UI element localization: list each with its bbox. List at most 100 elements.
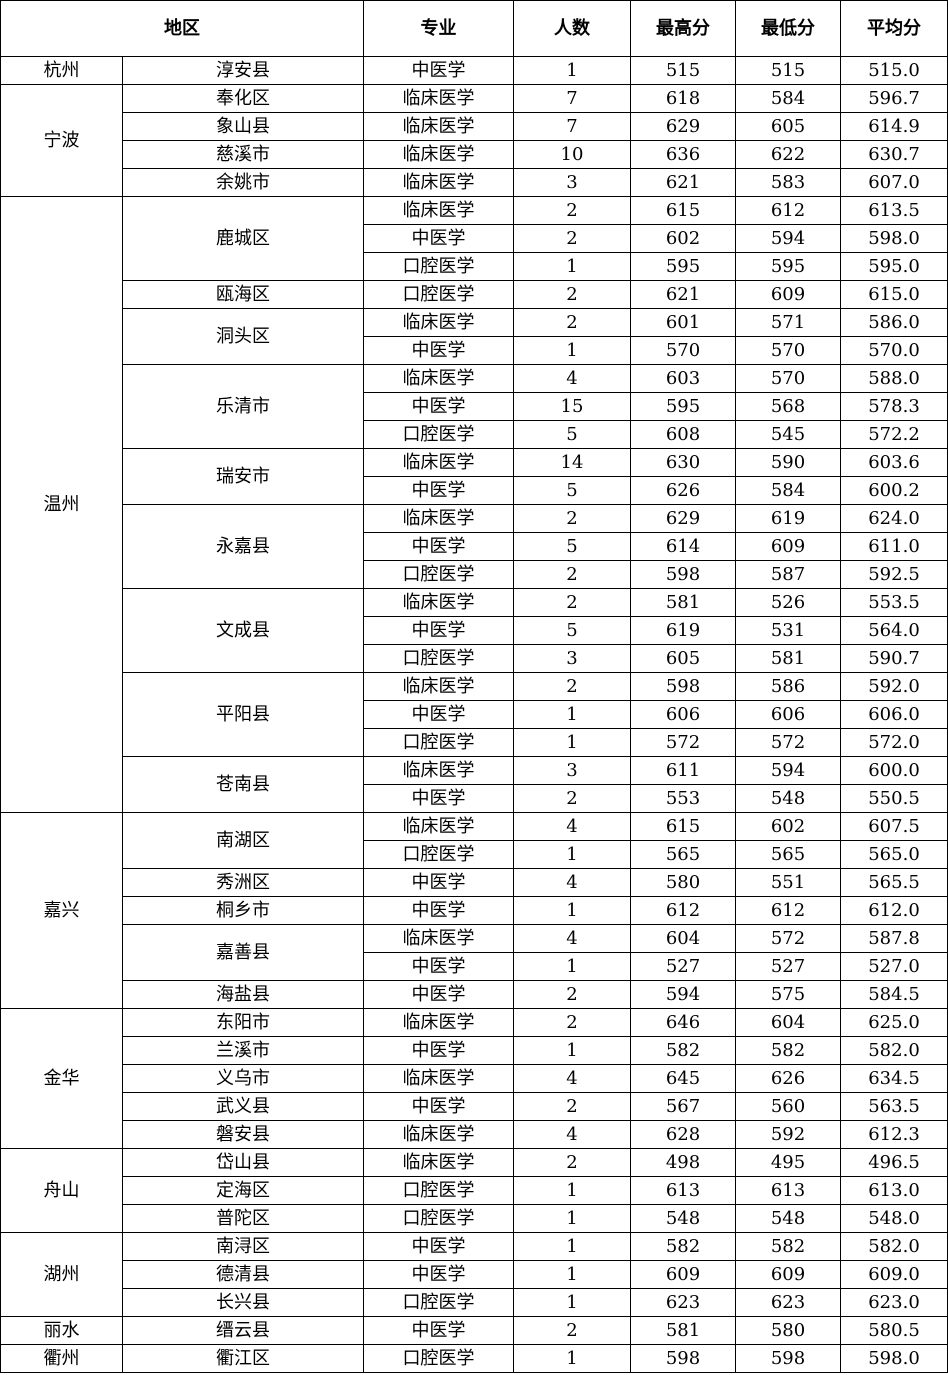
max-score-cell: 572	[630, 728, 736, 757]
max-score-cell: 629	[630, 504, 736, 533]
count-cell: 4	[513, 924, 631, 953]
avg-score-cell: 598.0	[840, 224, 948, 253]
min-score-cell: 560	[735, 1092, 841, 1121]
table-row: 衢州 衢江区 口腔医学 1 598 598 598.0	[0, 1344, 948, 1373]
min-score-cell: 590	[735, 448, 841, 477]
count-cell: 5	[513, 616, 631, 645]
count-cell: 2	[513, 1148, 631, 1177]
avg-score-cell: 630.7	[840, 140, 948, 169]
count-cell: 2	[513, 280, 631, 309]
min-score-cell: 548	[735, 784, 841, 813]
avg-score-cell: 572.0	[840, 728, 948, 757]
table-row: 中医学 5 614 609 611.0	[1, 532, 948, 561]
district-cell: 鹿城区	[122, 196, 364, 281]
count-cell: 5	[513, 420, 631, 449]
table-row: 海盐县 中医学 2 594 575 584.5	[1, 980, 948, 1009]
count-cell: 1	[513, 896, 631, 925]
min-score-cell: 572	[735, 728, 841, 757]
district-cell: 岱山县	[122, 1148, 364, 1177]
max-score-cell: 595	[630, 392, 736, 421]
max-score-cell: 609	[630, 1260, 736, 1289]
major-cell: 口腔医学	[363, 280, 514, 309]
header-region: 地区	[0, 0, 364, 57]
major-cell: 中医学	[363, 952, 514, 981]
major-cell: 临床医学	[363, 364, 514, 393]
min-score-cell: 602	[735, 812, 841, 841]
major-cell: 中医学	[363, 1036, 514, 1065]
avg-score-cell: 582.0	[840, 1036, 948, 1065]
max-score-cell: 621	[630, 168, 736, 197]
max-score-cell: 581	[630, 588, 736, 617]
avg-score-cell: 587.8	[840, 924, 948, 953]
count-cell: 1	[513, 56, 631, 85]
min-score-cell: 622	[735, 140, 841, 169]
max-score-cell: 636	[630, 140, 736, 169]
count-cell: 10	[513, 140, 631, 169]
header-row: 地区 专业 人数 最高分 最低分 平均分	[0, 0, 948, 57]
count-cell: 2	[513, 504, 631, 533]
count-cell: 3	[513, 168, 631, 197]
major-cell: 临床医学	[363, 84, 514, 113]
min-score-cell: 609	[735, 1260, 841, 1289]
district-cell: 文成县	[122, 588, 364, 673]
table-row: 乐清市 临床医学 4 603 570 588.0	[1, 364, 948, 449]
avg-score-cell: 609.0	[840, 1260, 948, 1289]
min-score-cell: 568	[735, 392, 841, 421]
min-score-cell: 582	[735, 1232, 841, 1261]
min-score-cell: 580	[735, 1316, 841, 1345]
major-cell: 中医学	[363, 896, 514, 925]
avg-score-cell: 578.3	[840, 392, 948, 421]
major-cell: 口腔医学	[363, 1344, 514, 1373]
min-score-cell: 623	[735, 1288, 841, 1317]
avg-score-cell: 600.2	[840, 476, 948, 505]
min-score-cell: 605	[735, 112, 841, 141]
min-score-cell: 594	[735, 756, 841, 785]
min-score-cell: 609	[735, 280, 841, 309]
avg-score-cell: 623.0	[840, 1288, 948, 1317]
district-cell: 永嘉县	[122, 504, 364, 589]
min-score-cell: 604	[735, 1008, 841, 1037]
min-score-cell: 584	[735, 476, 841, 505]
count-cell: 4	[513, 812, 631, 841]
avg-score-cell: 570.0	[840, 336, 948, 365]
count-cell: 2	[513, 196, 631, 225]
major-cell: 临床医学	[363, 112, 514, 141]
table-row: 杭州 淳安县 中医学 1 515 515 515.0	[0, 56, 948, 85]
max-score-cell: 598	[630, 1344, 736, 1373]
table-row: 永嘉县 临床医学 2 629 619 624.0	[1, 504, 948, 589]
avg-score-cell: 607.0	[840, 168, 948, 197]
city-cell: 温州	[0, 196, 123, 813]
avg-score-cell: 600.0	[840, 756, 948, 785]
table-row: 口腔医学 1 572 572 572.0	[1, 728, 948, 757]
table-row: 嘉兴 南湖区 临床医学 4 615 602 607.5	[0, 812, 948, 1009]
max-score-cell: 567	[630, 1092, 736, 1121]
count-cell: 1	[513, 1232, 631, 1261]
count-cell: 2	[513, 560, 631, 589]
avg-score-cell: 580.5	[840, 1316, 948, 1345]
avg-score-cell: 615.0	[840, 280, 948, 309]
count-cell: 2	[513, 308, 631, 337]
major-cell: 临床医学	[363, 308, 514, 337]
major-cell: 口腔医学	[363, 1176, 514, 1205]
count-cell: 1	[513, 728, 631, 757]
min-score-cell: 586	[735, 672, 841, 701]
avg-score-cell: 586.0	[840, 308, 948, 337]
avg-score-cell: 496.5	[840, 1148, 948, 1177]
district-cell: 兰溪市	[122, 1036, 364, 1065]
max-score-cell: 570	[630, 336, 736, 365]
min-score-cell: 570	[735, 364, 841, 393]
min-score-cell: 570	[735, 336, 841, 365]
avg-score-cell: 595.0	[840, 252, 948, 281]
min-score-cell: 606	[735, 700, 841, 729]
max-score-cell: 582	[630, 1232, 736, 1261]
count-cell: 1	[513, 1204, 631, 1233]
table-row: 德清县 中医学 1 609 609 609.0	[1, 1260, 948, 1289]
avg-score-cell: 606.0	[840, 700, 948, 729]
count-cell: 1	[513, 1176, 631, 1205]
max-score-cell: 608	[630, 420, 736, 449]
max-score-cell: 604	[630, 924, 736, 953]
major-cell: 中医学	[363, 532, 514, 561]
min-score-cell: 592	[735, 1120, 841, 1149]
min-score-cell: 583	[735, 168, 841, 197]
table-row: 武义县 中医学 2 567 560 563.5	[1, 1092, 948, 1121]
